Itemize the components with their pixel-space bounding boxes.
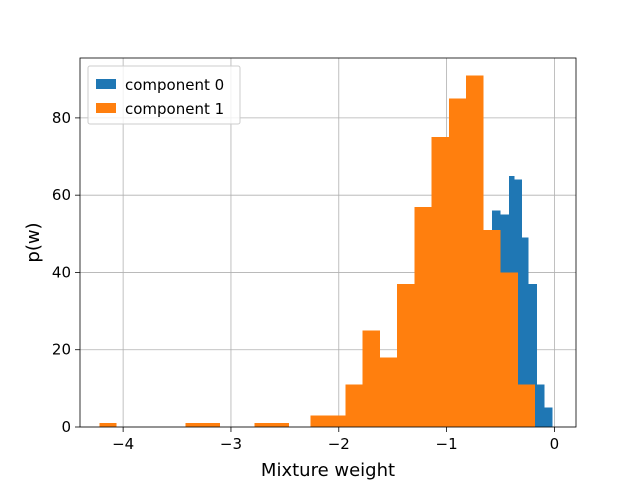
x-tick-label: −2 (328, 435, 350, 453)
x-axis-label: Mixture weight (261, 460, 395, 480)
y-tick-label: 0 (61, 418, 71, 436)
bar-component-1 (483, 229, 501, 427)
bar-component-0 (537, 384, 545, 427)
y-tick-label: 60 (52, 186, 71, 204)
y-tick-label: 80 (52, 109, 71, 127)
bar-component-0 (544, 407, 553, 427)
plot-frame (79, 57, 577, 428)
y-tick-label: 20 (52, 341, 71, 359)
y-tick-label: 40 (52, 263, 71, 281)
legend-swatch (96, 103, 116, 113)
bar-component-1 (362, 330, 380, 427)
x-tick-label: −4 (112, 435, 134, 453)
bar-component-0 (514, 179, 523, 427)
bar-component-1 (431, 137, 449, 428)
legend-entry-label: component 1 (125, 100, 224, 118)
legend-entry-label: component 0 (125, 76, 224, 94)
bar-component-1 (500, 272, 518, 427)
legend: component 0 component 1 (87, 65, 241, 125)
legend-swatch (96, 79, 116, 89)
bar-component-1 (517, 384, 536, 427)
bar-component-1 (379, 357, 398, 427)
bar-component-1 (414, 206, 432, 427)
bar-component-1 (254, 423, 290, 427)
bar-component-1 (397, 284, 415, 427)
bar-component-1 (99, 423, 117, 427)
legend-box (87, 65, 241, 125)
bar-component-1 (185, 423, 221, 427)
x-tick-label: −1 (436, 435, 458, 453)
histogram-bars (99, 75, 553, 428)
bar-component-0 (528, 284, 538, 427)
y-axis-label: p(w) (23, 222, 44, 262)
x-tick-label: 0 (550, 435, 560, 453)
bar-component-1 (310, 415, 346, 427)
bar-component-1 (466, 75, 484, 427)
axis-ticks: −4 −3 −2 −1 0 0 20 40 60 80 (52, 109, 559, 453)
bar-component-0 (522, 237, 529, 427)
bar-component-1 (448, 98, 467, 427)
bar-component-1 (345, 384, 363, 427)
x-tick-label: −3 (220, 435, 242, 453)
